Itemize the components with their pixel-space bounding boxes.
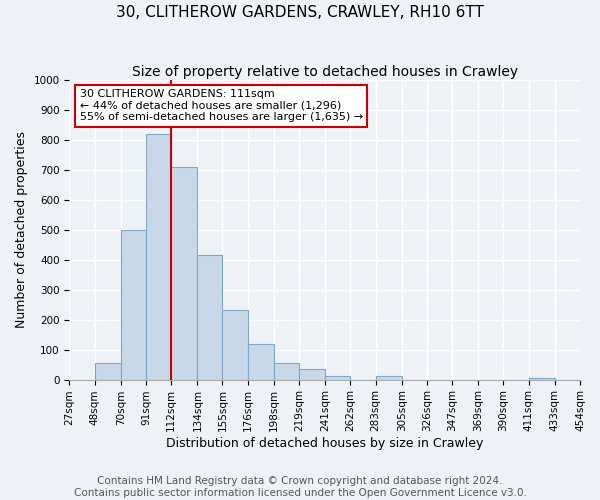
Bar (95, 362, 121, 380)
Bar (197, 256, 223, 380)
Bar (529, 378, 555, 380)
Bar (299, 369, 325, 380)
Bar (223, 310, 248, 380)
Bar (376, 376, 402, 380)
Text: 30 CLITHEROW GARDENS: 111sqm
← 44% of detached houses are smaller (1,296)
55% of: 30 CLITHEROW GARDENS: 111sqm ← 44% of de… (80, 89, 363, 122)
Text: Contains HM Land Registry data © Crown copyright and database right 2024.
Contai: Contains HM Land Registry data © Crown c… (74, 476, 526, 498)
Text: 30, CLITHEROW GARDENS, CRAWLEY, RH10 6TT: 30, CLITHEROW GARDENS, CRAWLEY, RH10 6TT (116, 5, 484, 20)
Bar (146, 134, 171, 380)
Title: Size of property relative to detached houses in Crawley: Size of property relative to detached ho… (131, 65, 518, 79)
Bar (325, 376, 350, 380)
Bar (171, 167, 197, 380)
Bar (121, 230, 146, 380)
Bar (274, 362, 299, 380)
Bar (248, 344, 274, 380)
Y-axis label: Number of detached properties: Number of detached properties (15, 132, 28, 328)
X-axis label: Distribution of detached houses by size in Crawley: Distribution of detached houses by size … (166, 437, 484, 450)
